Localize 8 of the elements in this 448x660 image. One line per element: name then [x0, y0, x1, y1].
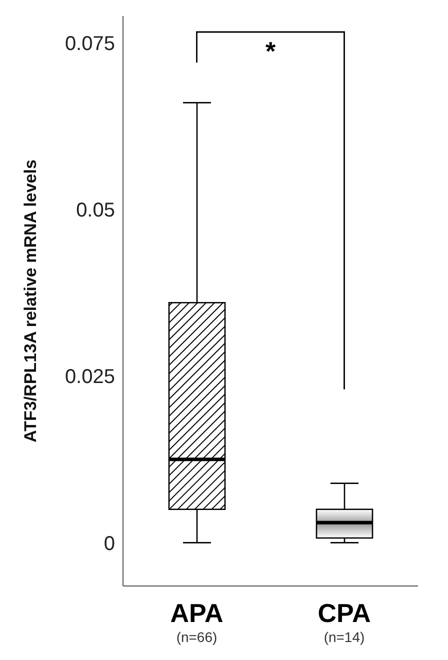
- annotation: *: [265, 36, 276, 66]
- y-axis-title: ATF3/RPL13A relative mRNA levels: [21, 160, 40, 442]
- x-tick-label: CPA (n=14): [318, 598, 371, 645]
- x-tick-label: APA (n=66): [170, 598, 224, 645]
- y-tick-label: 0.075: [64, 32, 115, 55]
- y-tick-label: 0.025: [64, 366, 115, 388]
- y-tick-label: 0.05: [76, 199, 115, 222]
- y-tick-label: 0: [104, 532, 115, 555]
